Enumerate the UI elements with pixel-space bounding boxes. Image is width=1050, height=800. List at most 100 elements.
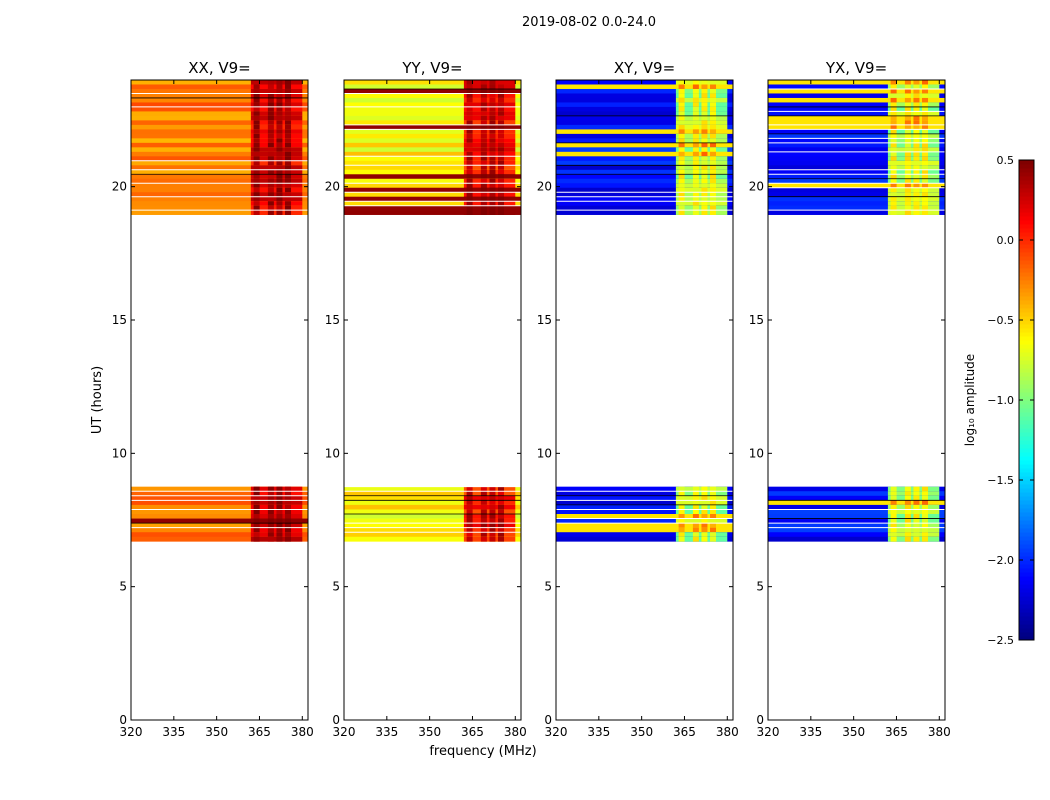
- colorbar-swatch: [1019, 484, 1034, 489]
- colorbar-tick-label: −0.5: [987, 314, 1014, 327]
- colorbar-swatch: [1019, 636, 1034, 641]
- x-tick-label: 365: [248, 725, 271, 739]
- colorbar-swatch: [1019, 208, 1034, 213]
- colorbar-swatch: [1019, 380, 1034, 385]
- colorbar-swatch: [1019, 520, 1034, 525]
- colorbar-swatch: [1019, 392, 1034, 397]
- axes-frame: [130, 79, 309, 721]
- colorbar-swatch: [1019, 432, 1034, 437]
- colorbar-swatch: [1019, 292, 1034, 297]
- x-tick-label: 350: [842, 725, 865, 739]
- y-tick-label: 5: [119, 580, 127, 594]
- colorbar-swatch: [1019, 408, 1034, 413]
- colorbar-swatch: [1019, 312, 1034, 317]
- y-tick-label: 15: [112, 313, 127, 327]
- colorbar-swatch: [1019, 596, 1034, 601]
- axes-frame: [343, 79, 522, 721]
- colorbar-swatch: [1019, 528, 1034, 533]
- colorbar-swatch: [1019, 340, 1034, 345]
- colorbar-swatch: [1019, 268, 1034, 273]
- colorbar-swatch: [1019, 180, 1034, 185]
- colorbar-swatch: [1019, 404, 1034, 409]
- colorbar-swatch: [1019, 516, 1034, 521]
- colorbar-swatch: [1019, 348, 1034, 353]
- x-tick-label: 320: [120, 725, 143, 739]
- colorbar-swatch: [1019, 456, 1034, 461]
- colorbar-swatch: [1019, 396, 1034, 401]
- colorbar-label: log₁₀ amplitude: [963, 354, 977, 446]
- x-tick-label: 365: [673, 725, 696, 739]
- colorbar-swatch: [1019, 276, 1034, 281]
- y-tick-label: 10: [112, 446, 127, 460]
- colorbar-swatch: [1019, 184, 1034, 189]
- colorbar-swatch: [1019, 536, 1034, 541]
- y-tick-label: 10: [749, 446, 764, 460]
- heatmap-segment-0: [131, 486, 308, 542]
- colorbar-tick-label: 0.5: [997, 154, 1015, 167]
- figure-title: 2019-08-02 0.0-24.0: [522, 15, 656, 30]
- colorbar-tick-label: −1.5: [987, 474, 1014, 487]
- colorbar-swatch: [1019, 236, 1034, 241]
- colorbar-swatch: [1019, 540, 1034, 545]
- colorbar-swatch: [1019, 284, 1034, 289]
- colorbar-swatch: [1019, 160, 1034, 165]
- y-tick-label: 15: [537, 313, 552, 327]
- panel-title: YY, V9=: [401, 59, 462, 77]
- colorbar-swatch: [1019, 612, 1034, 617]
- y-tick-label: 0: [332, 713, 340, 727]
- colorbar-swatch: [1019, 288, 1034, 293]
- y-tick-label: 0: [756, 713, 764, 727]
- colorbar-swatch: [1019, 608, 1034, 613]
- panels: XX, V9= 320 335 350 365 380 0 5 10 15 20 YY, V9= 320…: [112, 59, 951, 739]
- colorbar-swatch: [1019, 416, 1034, 421]
- y-tick-label: 10: [325, 446, 340, 460]
- colorbar-swatch: [1019, 584, 1034, 589]
- colorbar: −2.5 −2.0 −1.5 −1.0 −0.5 0.0 0.5 log₁₀ amplitud…: [963, 154, 1035, 647]
- colorbar-swatch: [1019, 224, 1034, 229]
- colorbar-swatch: [1019, 448, 1034, 453]
- colorbar-swatch: [1019, 336, 1034, 341]
- colorbar-swatch: [1019, 304, 1034, 309]
- colorbar-swatch: [1019, 328, 1034, 333]
- colorbar-swatch: [1019, 196, 1034, 201]
- colorbar-swatch: [1019, 220, 1034, 225]
- colorbar-swatch: [1019, 176, 1034, 181]
- x-tick-label: 380: [716, 725, 739, 739]
- colorbar-swatch: [1019, 480, 1034, 485]
- panel-title: XY, V9=: [614, 59, 675, 77]
- colorbar-swatch: [1019, 164, 1034, 169]
- colorbar-swatch: [1019, 524, 1034, 529]
- colorbar-swatch: [1019, 248, 1034, 253]
- colorbar-swatch: [1019, 532, 1034, 537]
- x-tick-label: 350: [418, 725, 441, 739]
- colorbar-swatch: [1019, 616, 1034, 621]
- colorbar-swatch: [1019, 232, 1034, 237]
- colorbar-tick-label: −1.0: [987, 394, 1014, 407]
- colorbar-swatch: [1019, 556, 1034, 561]
- colorbar-swatch: [1019, 296, 1034, 301]
- colorbar-swatch: [1019, 212, 1034, 217]
- colorbar-swatch: [1019, 592, 1034, 597]
- colorbar-swatch: [1019, 576, 1034, 581]
- axes-frame: [555, 79, 734, 721]
- x-tick-label: 320: [333, 725, 356, 739]
- y-tick-label: 5: [544, 580, 552, 594]
- colorbar-tick-label: −2.5: [987, 634, 1014, 647]
- colorbar-swatch: [1019, 428, 1034, 433]
- colorbar-swatch: [1019, 252, 1034, 257]
- heatmap-segment-1: [344, 80, 521, 215]
- y-tick-label: 5: [756, 580, 764, 594]
- colorbar-swatch: [1019, 444, 1034, 449]
- heatmap-segment-0: [344, 486, 521, 542]
- colorbar-swatch: [1019, 228, 1034, 233]
- x-tick-label: 335: [375, 725, 398, 739]
- colorbar-swatch: [1019, 468, 1034, 473]
- colorbar-swatch: [1019, 512, 1034, 517]
- colorbar-swatch: [1019, 504, 1034, 509]
- colorbar-swatch: [1019, 564, 1034, 569]
- colorbar-swatch: [1019, 452, 1034, 457]
- colorbar-swatch: [1019, 188, 1034, 193]
- colorbar-tick-label: 0.0: [997, 234, 1015, 247]
- colorbar-swatch: [1019, 216, 1034, 221]
- x-tick-label: 365: [461, 725, 484, 739]
